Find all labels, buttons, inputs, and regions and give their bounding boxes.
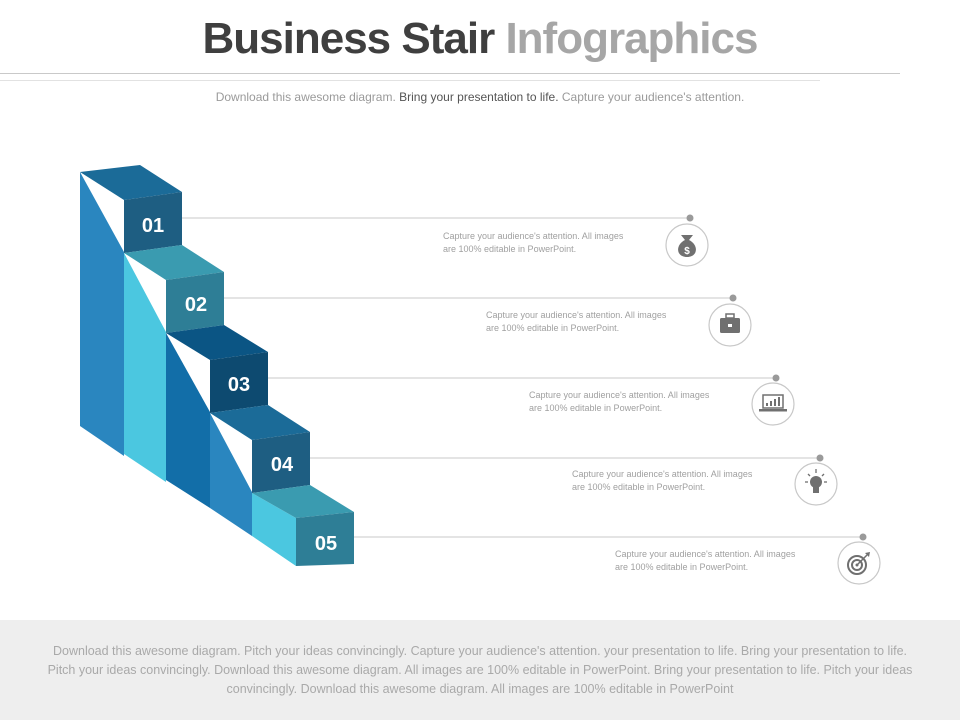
footer-text: Download this awesome diagram. Pitch you… [47,644,913,696]
stair-step-2 [124,245,224,482]
step-4-front [252,432,310,493]
step-3-side [166,333,210,508]
connector-5 [354,533,867,541]
step-3-front [210,352,268,413]
svg-text:$: $ [684,246,690,257]
subtitle-part-2: Bring your presentation to life. [399,90,559,104]
step-4-side [210,413,252,536]
step-number-4: 04 [271,454,294,476]
title-divider [0,73,900,74]
lightbulb-icon [794,462,838,506]
step-3-top [166,325,268,360]
step-1-desc-line-2: are 100% editable in PowerPoint. [443,244,576,254]
step-number-5: 05 [315,533,337,555]
connector-1 [182,214,694,222]
subtitle-part-3: Capture your audience's attention. [561,90,745,104]
step-3-desc-line-1: Capture your audience's attention. All i… [529,390,710,400]
step-2-side [124,253,166,482]
step-5-desc-line-2: are 100% editable in PowerPoint. [615,562,748,572]
title-part-1: Business Stair [202,14,496,63]
footer: Download this awesome diagram. Pitch you… [0,620,960,720]
step-2-front [166,272,224,333]
step-number-3: 03 [228,374,250,396]
step-5-side [252,493,296,566]
step-1-top [80,165,182,200]
subtitle: Download this awesome diagram. Bring you… [0,90,960,104]
step-5-desc-line-1: Capture your audience's attention. All i… [615,549,796,559]
step-number-1: 01 [142,215,164,237]
connector-4 [310,454,824,462]
step-2-top [124,245,224,280]
briefcase-icon [708,303,752,347]
stair-step-4 [210,405,310,536]
money-bag-icon: $ [665,223,709,267]
subtitle-part-1: Download this awesome diagram. [215,90,396,104]
step-4-desc-line-2: are 100% editable in PowerPoint. [572,482,705,492]
page-title: Business Stair Infographics [0,14,960,64]
connector-2 [224,294,737,302]
stair-step-1 [80,165,182,456]
step-4-desc-line-1: Capture your audience's attention. All i… [572,469,753,479]
step-2-desc-line-2: are 100% editable in PowerPoint. [486,323,619,333]
step-3-desc-line-2: are 100% editable in PowerPoint. [529,403,662,413]
step-5-top [252,485,354,518]
title-part-2: Infographics [505,14,758,63]
step-2-desc-line-1: Capture your audience's attention. All i… [486,310,667,320]
step-number-2: 02 [185,294,207,316]
stair-step-3 [166,325,268,508]
step-1-front [124,192,182,253]
step-5-front [296,512,354,566]
target-icon [837,541,881,585]
stair-diagram: 01 02 03 04 05 Capture your audience's a… [80,165,881,585]
step-1-side [80,172,124,456]
laptop-chart-icon [751,382,795,426]
step-1-desc-line-1: Capture your audience's attention. All i… [443,231,624,241]
title-divider-secondary [0,80,820,81]
step-4-top [210,405,310,440]
stair-step-5 [252,485,354,566]
connector-3 [268,374,780,382]
